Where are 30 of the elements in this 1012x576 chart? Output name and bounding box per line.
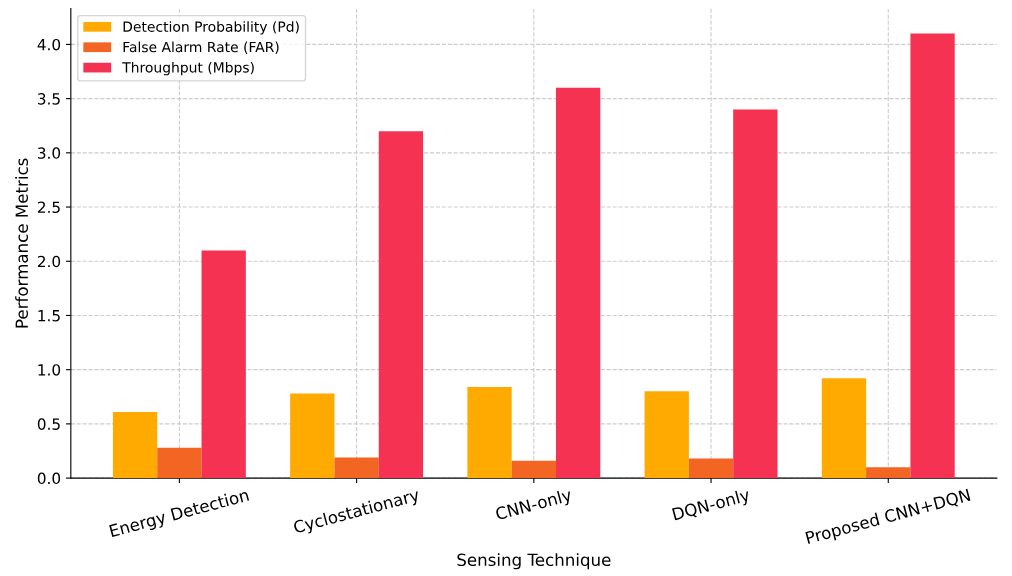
- y-tick-label: 1.5: [38, 310, 60, 322]
- legend-label: Throughput (Mbps): [122, 61, 254, 76]
- bar: [511, 460, 556, 479]
- bar: [866, 467, 911, 479]
- legend-label: Detection Probability (Pd): [123, 21, 299, 35]
- bar: [688, 458, 734, 479]
- y-tick-label: 4.0: [37, 38, 61, 51]
- bar: [334, 457, 379, 479]
- y-tick-label: 3.5: [37, 93, 60, 105]
- bar: [644, 391, 689, 479]
- bar: [733, 109, 778, 479]
- bar: [821, 378, 867, 479]
- y-tick-label: 0.5: [37, 418, 60, 430]
- bar: [157, 447, 202, 479]
- y-tick-label: 2.0: [37, 255, 61, 268]
- bar: [467, 387, 512, 479]
- y-tick-label: 0.0: [37, 472, 61, 485]
- y-axis-title: Performance Metrics: [15, 158, 29, 328]
- bar: [910, 33, 955, 479]
- bar: [112, 411, 158, 479]
- y-tick-label: 2.5: [37, 201, 60, 214]
- x-tick-label: CNN-only: [494, 487, 574, 524]
- bar: [555, 87, 601, 479]
- bar: [290, 393, 335, 479]
- y-tick-label: 3.0: [37, 147, 61, 159]
- bar: [201, 250, 246, 479]
- legend-label: False Alarm Rate (FAR): [123, 41, 279, 54]
- bar: [378, 131, 424, 479]
- y-tick-label: 1.0: [38, 364, 61, 376]
- x-axis-title: Sensing Technique: [457, 553, 611, 570]
